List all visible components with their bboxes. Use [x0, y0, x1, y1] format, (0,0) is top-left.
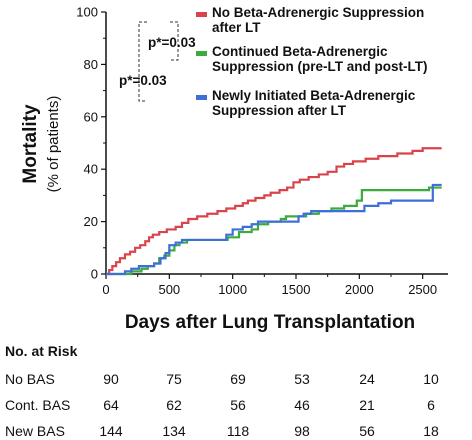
x-axis-title: Days after Lung Transplantation: [125, 312, 415, 333]
risk-cell: 75: [166, 371, 182, 387]
risk-cell: 134: [162, 423, 186, 439]
risk-cell: 53: [294, 371, 310, 387]
risk-cell: 69: [230, 371, 246, 387]
legend-label-2: Continued Beta-Adrenergic: [212, 44, 388, 59]
p-value-2: p*=0.03: [119, 73, 167, 88]
risk-row-label: No BAS: [5, 371, 55, 387]
y-tick-label: 40: [84, 162, 98, 177]
y-tick-label: 60: [84, 109, 98, 124]
risk-row-label: Cont. BAS: [5, 397, 70, 413]
x-tick-label: 1000: [218, 282, 247, 297]
legend-label-3: Newly Initiated Beta-Adrenergic: [212, 88, 416, 103]
p-value-brackets: p*=0.03 p*=0.03: [119, 21, 196, 102]
series-line-3: [106, 183, 442, 276]
risk-table-title: No. at Risk: [5, 343, 78, 359]
y-tick-label: 80: [84, 57, 98, 72]
risk-cell: 18: [423, 423, 439, 439]
risk-cell: 144: [99, 423, 123, 439]
risk-row-label: New BAS: [5, 423, 65, 439]
x-tick-label: 1500: [282, 282, 311, 297]
x-tick-label: 2500: [408, 282, 437, 297]
legend-swatch-3: [196, 95, 207, 100]
y-tick-label: 100: [76, 5, 98, 20]
risk-cell: 56: [230, 397, 246, 413]
risk-cell: 56: [359, 423, 375, 439]
risk-cell: 64: [103, 397, 119, 413]
risk-cell: 118: [227, 423, 250, 439]
risk-cell: 6: [427, 397, 435, 413]
legend-label-2-cont: Suppression (pre-LT and post-LT): [212, 59, 428, 74]
risk-cell: 98: [294, 423, 310, 439]
x-tick-label: 2000: [345, 282, 374, 297]
risk-cell: 62: [166, 397, 182, 413]
risk-cell: 10: [423, 371, 439, 387]
p-value-1: p*=0.03: [148, 35, 196, 50]
risk-cell: 24: [359, 371, 375, 387]
legend-swatch-1: [196, 12, 207, 17]
y-axis-title: Mortality: [20, 104, 41, 184]
risk-cell: 46: [294, 397, 310, 413]
series-lines: [106, 147, 442, 276]
legend-label-3-cont: Suppression after LT: [212, 103, 347, 118]
legend-label-1-cont: after LT: [212, 20, 261, 35]
x-tick-label: 500: [158, 282, 180, 297]
y-axis-subtitle: (% of patients): [45, 96, 62, 193]
y-tick-label: 0: [91, 267, 98, 282]
legend-label-1: No Beta-Adrenergic Suppression: [212, 5, 424, 20]
y-tick-label: 20: [84, 214, 98, 229]
bracket-2: [138, 21, 147, 102]
series-line-1: [106, 147, 442, 276]
risk-cell: 21: [359, 397, 375, 413]
risk-cell: 90: [103, 371, 119, 387]
bracket-1: [170, 21, 179, 61]
x-tick-label: 0: [102, 282, 109, 297]
legend-swatch-2: [196, 51, 207, 56]
